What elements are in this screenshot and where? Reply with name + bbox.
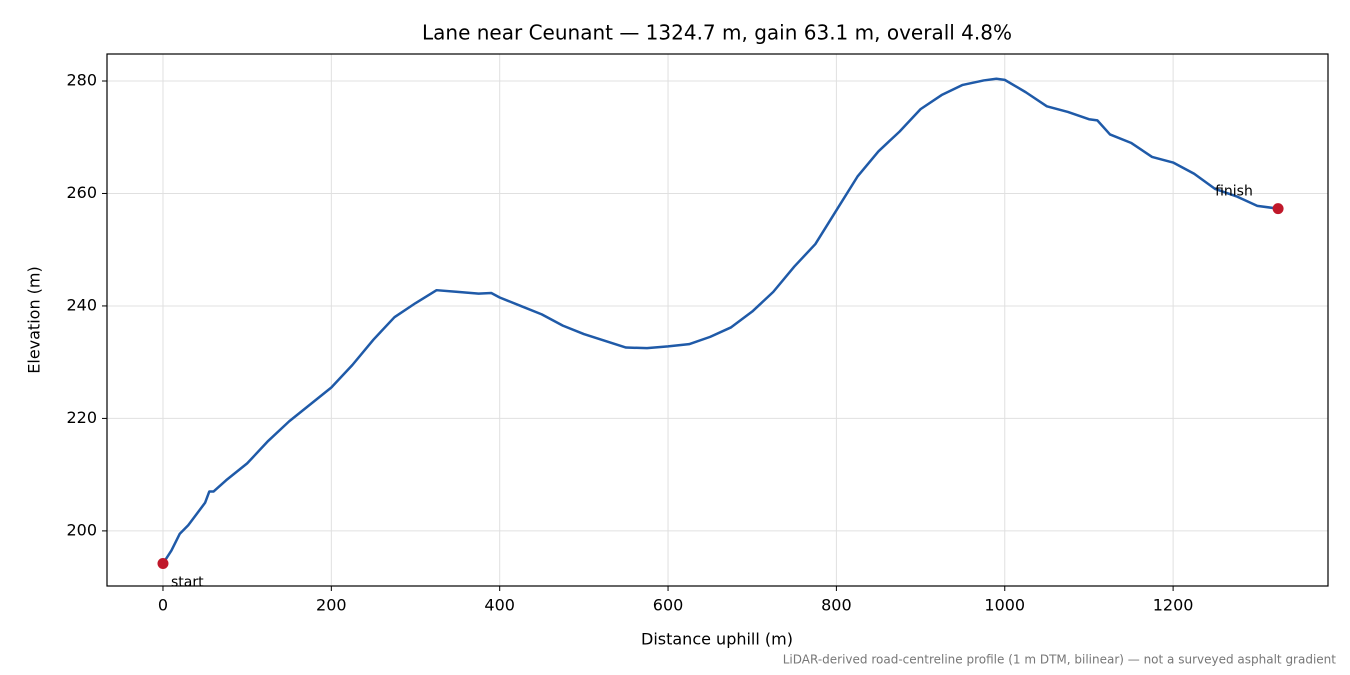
y-tick-label: 240	[66, 295, 97, 314]
x-tick-label: 800	[821, 596, 852, 615]
chart-title: Lane near Ceunant — 1324.7 m, gain 63.1 …	[422, 21, 1012, 45]
x-tick-label: 1000	[984, 596, 1025, 615]
x-tick-label: 0	[158, 596, 168, 615]
plot-frame	[106, 53, 1329, 587]
y-tick-label: 260	[66, 183, 97, 202]
endpoint-label: start	[171, 575, 204, 591]
y-tick-label: 200	[66, 520, 97, 539]
endpoint-marker	[157, 558, 169, 570]
x-tick-label: 200	[316, 596, 347, 615]
y-tick-label: 220	[66, 408, 97, 427]
y-tick-label: 280	[66, 70, 97, 89]
x-tick-label: 600	[653, 596, 684, 615]
endpoint-label: finish	[1215, 184, 1253, 200]
x-tick-label: 1200	[1153, 596, 1194, 615]
footnote: LiDAR-derived road-centreline profile (1…	[783, 653, 1337, 667]
elevation-line	[161, 77, 1279, 565]
x-axis-label: Distance uphill (m)	[641, 630, 793, 649]
y-axis-label: Elevation (m)	[25, 266, 44, 373]
x-tick-label: 400	[484, 596, 515, 615]
endpoint-marker	[1272, 203, 1284, 215]
